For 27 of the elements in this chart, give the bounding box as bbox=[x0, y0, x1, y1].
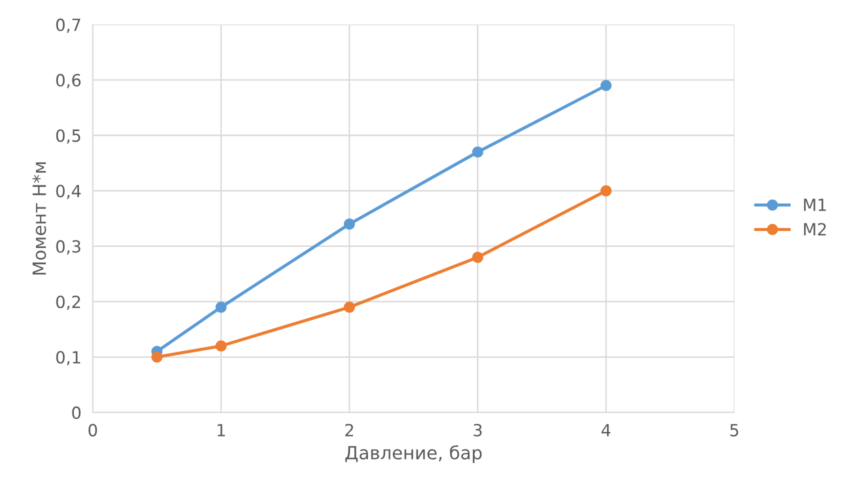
y-tick-label: 0,7 bbox=[56, 18, 80, 33]
x-tick-label: 0 bbox=[88, 424, 97, 436]
legend-label: М2 bbox=[804, 222, 826, 236]
y-tick-label: 0,2 bbox=[56, 296, 80, 310]
y-tick-label: 0,6 bbox=[56, 74, 81, 88]
x-axis-title: Давление, бар bbox=[345, 445, 482, 464]
y-tick-label: 0 bbox=[72, 406, 81, 420]
point bbox=[344, 218, 355, 230]
x-tick-label: 5 bbox=[730, 424, 738, 436]
point bbox=[472, 252, 484, 263]
point bbox=[344, 302, 355, 313]
point bbox=[151, 351, 162, 363]
y-tick-label: 0,3 bbox=[56, 240, 80, 254]
x-tick-label: 2 bbox=[345, 424, 354, 436]
point bbox=[472, 146, 484, 158]
x-tick-label: 3 bbox=[474, 424, 482, 436]
point bbox=[216, 340, 227, 352]
point bbox=[600, 80, 612, 92]
y-tick-label: 0,1 bbox=[56, 350, 80, 366]
point bbox=[600, 185, 612, 196]
y-tick-label: 0,4 bbox=[56, 184, 81, 200]
legend-label: М1 bbox=[804, 198, 826, 211]
point bbox=[216, 302, 227, 313]
y-axis-title: Момент Н*м bbox=[32, 162, 46, 275]
x-tick-label: 1 bbox=[218, 424, 225, 436]
y-tick-label: 0,5 bbox=[56, 129, 80, 144]
x-tick-label: 4 bbox=[602, 424, 610, 436]
